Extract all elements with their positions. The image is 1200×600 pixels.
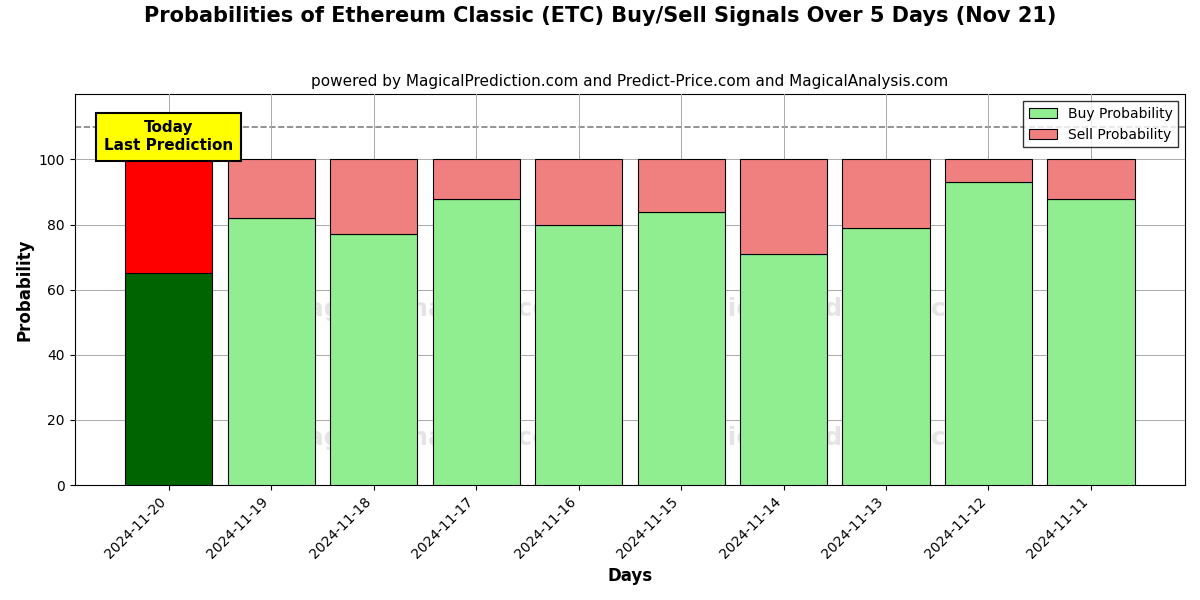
Bar bbox=[944, 182, 1032, 485]
Bar bbox=[125, 160, 212, 274]
Bar bbox=[637, 212, 725, 485]
Bar bbox=[535, 224, 622, 485]
Bar bbox=[330, 160, 418, 235]
Bar bbox=[1048, 160, 1134, 199]
Text: MagicalPrediction.com: MagicalPrediction.com bbox=[670, 297, 990, 321]
Legend: Buy Probability, Sell Probability: Buy Probability, Sell Probability bbox=[1024, 101, 1178, 148]
Text: Probabilities of Ethereum Classic (ETC) Buy/Sell Signals Over 5 Days (Nov 21): Probabilities of Ethereum Classic (ETC) … bbox=[144, 6, 1056, 26]
Text: MagicalPrediction.com: MagicalPrediction.com bbox=[670, 426, 990, 450]
Bar bbox=[1048, 199, 1134, 485]
Bar bbox=[432, 199, 520, 485]
Bar bbox=[432, 160, 520, 199]
Text: MagicalAnalysis.com: MagicalAnalysis.com bbox=[283, 297, 577, 321]
Bar bbox=[228, 160, 314, 218]
Text: MagicalAnalysis.com: MagicalAnalysis.com bbox=[283, 426, 577, 450]
X-axis label: Days: Days bbox=[607, 567, 653, 585]
Y-axis label: Probability: Probability bbox=[16, 238, 34, 341]
Title: powered by MagicalPrediction.com and Predict-Price.com and MagicalAnalysis.com: powered by MagicalPrediction.com and Pre… bbox=[311, 74, 948, 89]
Bar bbox=[944, 160, 1032, 182]
Text: Today
Last Prediction: Today Last Prediction bbox=[104, 121, 233, 153]
Bar bbox=[330, 235, 418, 485]
Bar bbox=[535, 160, 622, 224]
Bar bbox=[842, 228, 930, 485]
Bar bbox=[228, 218, 314, 485]
Bar bbox=[125, 274, 212, 485]
Bar bbox=[842, 160, 930, 228]
Bar bbox=[637, 160, 725, 212]
Bar bbox=[740, 160, 827, 254]
Bar bbox=[740, 254, 827, 485]
